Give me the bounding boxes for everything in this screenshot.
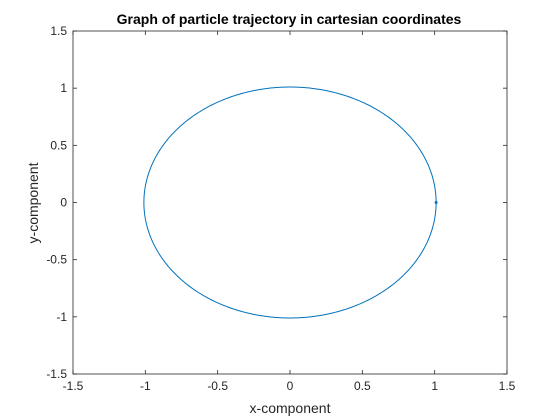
x-tick-label: 1.5 <box>499 379 516 393</box>
x-tick-label: -1 <box>140 379 151 393</box>
x-tick-label: -1.5 <box>63 379 84 393</box>
trajectory-line <box>143 86 437 319</box>
y-tick-label: 0 <box>60 196 67 210</box>
y-tick-label: 1.5 <box>50 24 67 38</box>
y-tick-label: 1 <box>60 81 67 95</box>
x-tick-label: 1 <box>431 379 438 393</box>
y-tick-label: -0.5 <box>46 253 67 267</box>
y-tick-label: 0.5 <box>50 138 67 152</box>
trajectory-start-marker <box>434 201 438 204</box>
y-axis: -1.5 -1 -0.5 0 0.5 1 1.5 <box>46 24 507 381</box>
chart-title: Graph of particle trajectory in cartesia… <box>117 11 462 27</box>
y-axis-label: y-component <box>25 162 41 243</box>
plot-area <box>72 30 508 375</box>
x-tick-label: -0.5 <box>207 379 228 393</box>
x-tick-label: 0.5 <box>354 379 371 393</box>
y-tick-label: -1.5 <box>46 367 67 381</box>
y-tick-label: -1 <box>56 310 67 324</box>
x-axis: -1.5 -1 -0.5 0 0.5 1 1.5 <box>63 31 516 393</box>
x-axis-label: x-component <box>250 400 331 416</box>
x-tick-label: 0 <box>287 379 294 393</box>
